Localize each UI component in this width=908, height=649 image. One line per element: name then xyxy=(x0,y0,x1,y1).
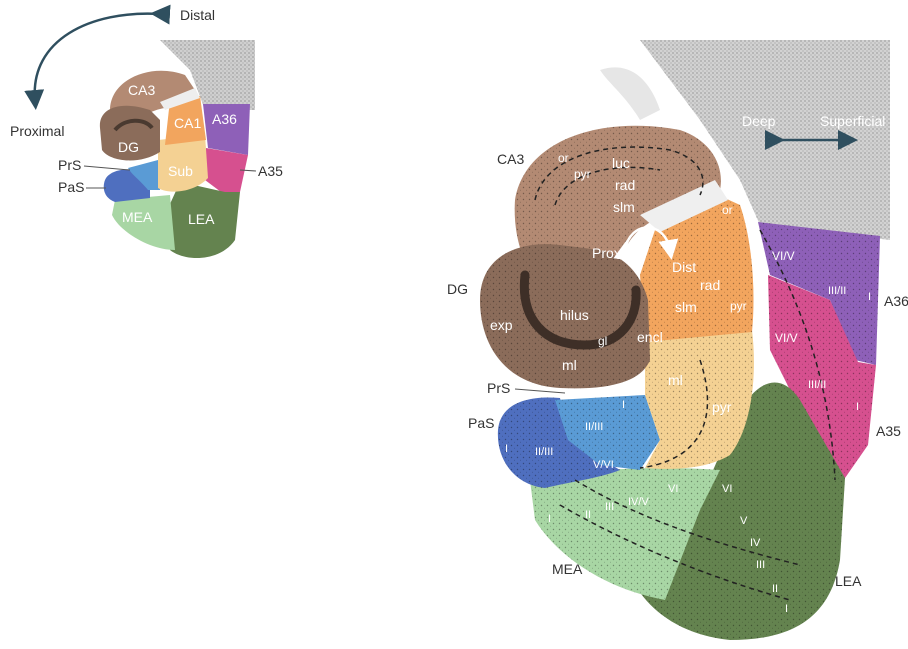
large-ca3-label: CA3 xyxy=(497,151,524,167)
large-mea-label: MEA xyxy=(552,561,583,577)
lea-i-label: I xyxy=(785,603,788,615)
pas-ii-iii-label: II/III xyxy=(535,446,553,458)
large-prs-label: PrS xyxy=(487,380,510,396)
small-a35-label: A35 xyxy=(258,163,283,179)
small-dg-region xyxy=(99,105,160,161)
small-ca3-label: CA3 xyxy=(128,82,155,98)
prs-i-label: I xyxy=(622,399,625,411)
large-a35-label: A35 xyxy=(876,423,901,439)
mea-ii-label: II xyxy=(585,509,591,521)
small-pas-label: PaS xyxy=(58,179,84,195)
prs-v-vi-label: V/VI xyxy=(593,459,614,471)
superficial-label: Superficial xyxy=(820,113,885,129)
small-lea-label: LEA xyxy=(188,211,215,227)
dg-encl-label: encl xyxy=(637,329,663,345)
mea-iii-label: III xyxy=(605,501,614,513)
distal-proximal-arrow xyxy=(24,4,171,110)
small-lea-region xyxy=(165,182,240,259)
a35-iii-ii-label: III/II xyxy=(808,379,826,391)
dg-exp-label: exp xyxy=(490,317,513,333)
small-a36-region xyxy=(203,104,250,155)
a36-iii-ii-label: III/II xyxy=(828,285,846,297)
dg-gl-label: gl xyxy=(598,334,607,348)
ca3-luc-label: luc xyxy=(612,155,630,171)
prs-ii-iii-label: II/III xyxy=(585,421,603,433)
lea-iii-label: III xyxy=(756,559,765,571)
dg-ml-label: ml xyxy=(562,357,577,373)
mea-iv-v-label: IV/V xyxy=(628,496,649,508)
distal-label: Distal xyxy=(180,7,215,23)
a36-vi-v-label: VI/V xyxy=(772,249,795,263)
small-ca1-label: CA1 xyxy=(174,115,201,131)
ca3-rad-label: rad xyxy=(615,177,635,193)
ca1-pyr-label: pyr xyxy=(730,299,747,313)
large-pas-label: PaS xyxy=(468,415,494,431)
a36-i-label: I xyxy=(868,291,871,303)
ca3-or-label: or xyxy=(558,151,569,165)
mea-i-label: I xyxy=(548,513,551,525)
small-prs-label: PrS xyxy=(58,157,81,173)
small-prs-region xyxy=(128,160,160,190)
ca1-slm-label: slm xyxy=(675,299,697,315)
lea-vi-label: VI xyxy=(722,483,732,495)
small-dg-label: DG xyxy=(118,139,139,155)
prox-dist-arrow xyxy=(613,226,679,262)
ca3-slm-label: slm xyxy=(613,199,635,215)
small-a36-label: A36 xyxy=(212,111,237,127)
prox-label: Prox xyxy=(592,245,621,261)
pas-i-label: I xyxy=(505,443,508,455)
small-mea-label: MEA xyxy=(122,209,153,225)
small-sub-label: Sub xyxy=(168,163,193,179)
large-a36-label: A36 xyxy=(884,293,908,309)
small-sub-region xyxy=(158,135,208,192)
large-lea-label: LEA xyxy=(835,573,862,589)
a35-vi-v-label: VI/V xyxy=(775,331,798,345)
ca3-pyr-label: pyr xyxy=(574,167,591,181)
lea-v-label: V xyxy=(740,515,748,527)
dist-label: Dist xyxy=(672,259,696,275)
large-diagram: Deep Superficial xyxy=(447,40,908,640)
small-ca1-region xyxy=(165,96,206,145)
ca1-rad-label: rad xyxy=(700,277,720,293)
dg-hilus-label: hilus xyxy=(560,307,589,323)
deep-label: Deep xyxy=(742,113,776,129)
small-mea-region xyxy=(112,195,175,250)
mea-vi-label: VI xyxy=(668,483,678,495)
small-diagram: Distal Proximal CA3 CA1 DG Sub A36 xyxy=(10,4,283,259)
lea-ii-label: II xyxy=(772,583,778,595)
sub-ml-label: ml xyxy=(668,372,683,388)
proximal-label: Proximal xyxy=(10,123,64,139)
ca1-or-label: or xyxy=(722,203,733,217)
a35-i-label: I xyxy=(856,401,859,413)
small-a35-region xyxy=(205,148,248,195)
sub-pyr-label: pyr xyxy=(712,399,732,415)
large-dg-label: DG xyxy=(447,281,468,297)
lea-iv-label: IV xyxy=(750,537,761,549)
